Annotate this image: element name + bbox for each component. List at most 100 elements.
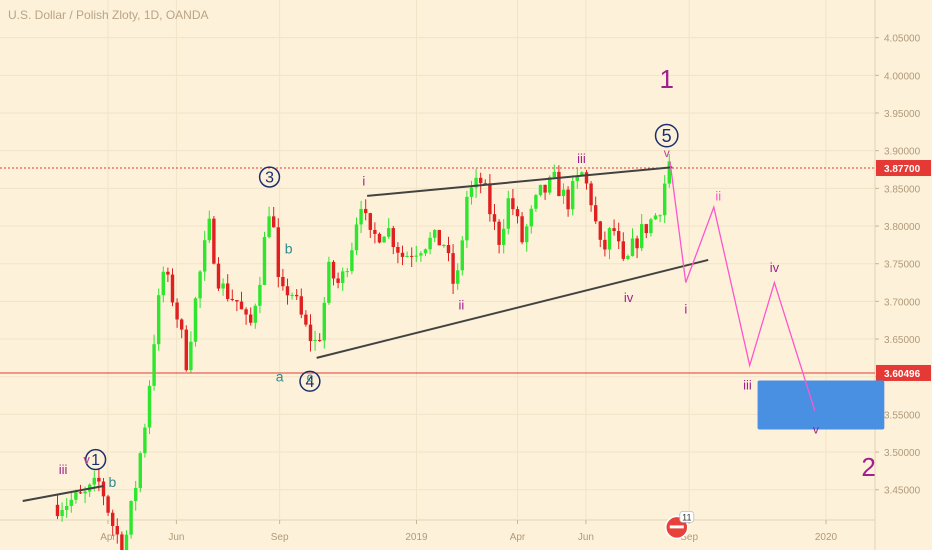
candle-body	[543, 184, 547, 193]
candle-body	[340, 271, 345, 283]
candle-body	[216, 263, 221, 289]
y-tick-label: 3.90000	[884, 147, 921, 158]
wave-label: iii	[577, 151, 586, 166]
candle-body	[667, 161, 671, 184]
candle-body	[506, 198, 510, 229]
trendline[interactable]	[22, 484, 104, 503]
candle-body	[649, 219, 653, 234]
wave-label: iv	[770, 260, 780, 275]
candle-body	[419, 253, 423, 256]
candle-body	[354, 224, 359, 251]
candle-body	[78, 492, 83, 494]
candle-body	[83, 491, 87, 494]
candle-body	[414, 255, 418, 257]
candle-body	[437, 229, 441, 246]
candle-body	[101, 481, 106, 497]
candle-body	[294, 294, 299, 297]
candle-body	[460, 240, 464, 271]
candle-body	[501, 228, 506, 245]
event-flag-stripe	[669, 525, 684, 529]
wave-label: 3	[265, 170, 274, 187]
wave-label-circle	[258, 166, 281, 188]
candle-body	[239, 301, 244, 310]
target-zone[interactable]	[757, 380, 885, 430]
x-tick-label: Jun	[168, 532, 184, 543]
candle-body	[156, 295, 161, 345]
wave-label: 2	[861, 452, 875, 482]
candle-body	[580, 172, 584, 176]
candle-body	[469, 187, 474, 197]
wave-label: i	[362, 173, 365, 188]
y-tick-label: 3.45000	[884, 486, 921, 497]
y-tick-label: 4.05000	[884, 34, 921, 45]
candle-body	[363, 208, 368, 214]
price-axis-area	[875, 0, 932, 550]
candle-body	[455, 270, 460, 284]
candle-body	[175, 302, 179, 320]
candle-body	[133, 487, 138, 501]
candle-body	[308, 324, 313, 342]
wave-label: a	[276, 369, 284, 385]
candle-body	[244, 309, 248, 315]
wave-label: c	[307, 369, 314, 384]
wave-label: iii	[59, 462, 68, 477]
candle-body	[97, 477, 101, 482]
candle-body	[253, 305, 257, 323]
candle-body	[515, 209, 520, 217]
candle-body	[497, 221, 501, 245]
x-tick-label: 2020	[815, 532, 838, 543]
candle-body	[400, 252, 405, 257]
candle-body	[561, 189, 566, 197]
candle-body	[557, 171, 561, 197]
candle-body	[331, 261, 336, 279]
candle-body	[442, 245, 446, 247]
candle-body	[653, 215, 658, 220]
candle-body	[377, 233, 382, 243]
wave-label: i	[684, 301, 687, 316]
candle-body	[166, 271, 170, 275]
candle-body	[547, 177, 552, 193]
wave-projection-path[interactable]	[669, 161, 816, 411]
price-level-label: 3.60496	[884, 369, 921, 380]
y-tick-label: 3.95000	[884, 109, 921, 120]
candle-body	[639, 224, 644, 249]
price-level-box	[876, 364, 931, 381]
wave-label: ii	[715, 188, 721, 203]
candle-body	[60, 509, 64, 517]
wave-label: b	[285, 241, 293, 257]
y-tick-label: 3.85000	[884, 184, 921, 195]
candle-body	[64, 505, 69, 510]
candle-body	[184, 329, 188, 371]
candle-body	[327, 261, 331, 303]
candle-body	[612, 228, 616, 232]
chart-title: U.S. Dollar / Polish Zloty, 1D, OANDA	[8, 8, 209, 22]
candle-body	[423, 249, 428, 254]
candle-body	[534, 195, 538, 209]
candle-body	[570, 181, 575, 210]
candle-body	[235, 300, 239, 302]
trendline[interactable]	[367, 166, 673, 197]
wave-label: ii	[458, 298, 464, 313]
candle-body	[607, 228, 612, 250]
x-tick-label: Jun	[578, 532, 594, 543]
candle-body	[281, 276, 285, 287]
wave-label-circle	[654, 123, 679, 148]
candle-body	[304, 314, 308, 325]
y-tick-label: 3.70000	[884, 297, 921, 308]
wave-label: b	[109, 474, 117, 490]
candle-body	[193, 298, 198, 342]
candle-body	[483, 183, 487, 185]
candle-body	[474, 177, 478, 188]
candle-body	[584, 172, 589, 184]
trendline[interactable]	[316, 258, 709, 359]
candle-body	[405, 255, 409, 257]
candle-body	[391, 228, 395, 247]
candle-body	[248, 314, 253, 323]
candle-body	[382, 236, 386, 243]
wave-label-circle	[299, 370, 321, 392]
y-tick-label: 3.55000	[884, 410, 921, 421]
candle-body	[373, 229, 377, 234]
wave-label: v	[813, 423, 819, 437]
candle-body	[630, 238, 635, 256]
